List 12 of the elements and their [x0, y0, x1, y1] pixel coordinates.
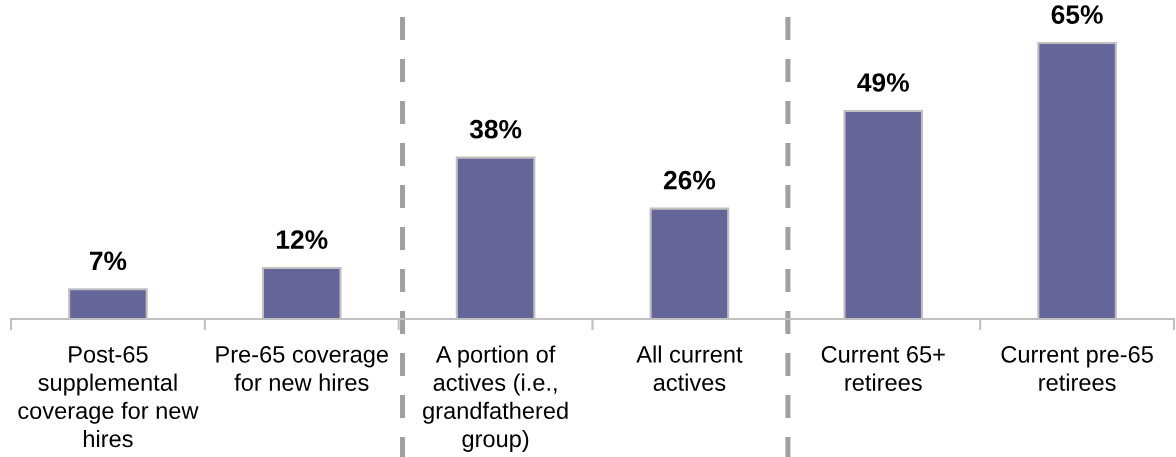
x-tick-label: All current actives [636, 345, 743, 391]
data-label: 12% [277, 230, 328, 249]
x-tick-label: Current pre-65 retirees [1001, 346, 1153, 391]
x-tick-label: A portion of actives (i.e., grandfathered group) [423, 345, 568, 452]
data-label: 49% [857, 73, 909, 92]
x-tick-label: Pre-65 coverage for new hires [216, 346, 388, 391]
data-label: 38% [469, 119, 522, 139]
data-label: 26% [663, 170, 716, 190]
data-label: 65% [1051, 5, 1103, 24]
x-tick-label: Post-65 supplemental coverage for new hires [18, 346, 199, 448]
data-label: 7% [89, 251, 127, 271]
x-tick-label: Current 65+ retirees [821, 346, 945, 391]
